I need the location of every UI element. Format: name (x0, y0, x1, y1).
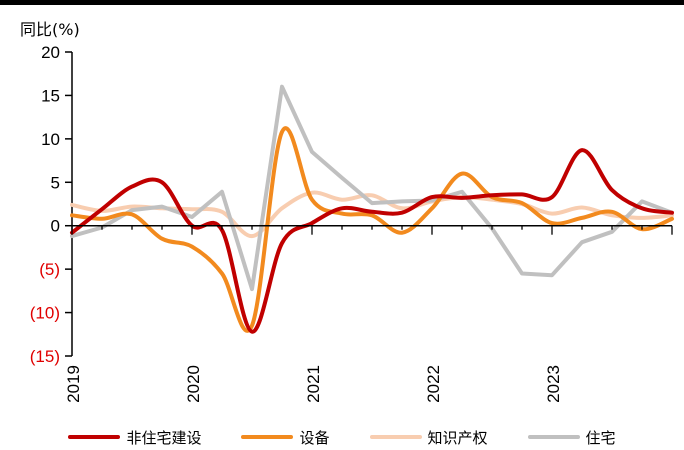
series-layer (70, 84, 674, 334)
y-tick-label: (15) (30, 347, 60, 366)
x-tick-label: 2019 (64, 365, 83, 403)
y-axis: 20 15 10 5 0 (5) (10) (15) (30, 43, 73, 366)
legend-label: 非住宅建设 (126, 428, 202, 447)
legend-item: 知识产权 (369, 427, 488, 448)
legend-swatch (369, 435, 422, 439)
legend-item: 非住宅建设 (68, 427, 201, 448)
y-tick-label: 15 (41, 86, 60, 105)
y-tick-label: 5 (51, 173, 60, 192)
y-tick-label: 10 (41, 130, 60, 149)
x-axis: 2019 2020 2021 2022 2023 (64, 224, 673, 403)
y-tick-label: (5) (39, 260, 60, 279)
legend-swatch (68, 435, 121, 439)
legend-label: 设备 (299, 428, 330, 447)
y-tick-label: (10) (30, 304, 60, 323)
y-axis-unit-label: 同比(%) (20, 20, 80, 39)
x-tick-label: 2022 (424, 365, 443, 403)
legend-swatch (241, 435, 294, 439)
series-line-1 (70, 126, 674, 333)
legend-item: 设备 (241, 427, 330, 448)
legend-label: 知识产权 (427, 428, 488, 447)
legend-swatch (527, 435, 580, 439)
legend-item: 住宅 (527, 427, 616, 448)
series-line-0 (70, 148, 674, 334)
line-chart: 20 15 10 5 0 (5) (10) (15) 2019 2020 2021 2022 2023 (30, 43, 674, 403)
legend-label: 住宅 (585, 428, 616, 447)
x-tick-label: 2023 (544, 365, 563, 403)
top-rule (0, 0, 684, 5)
y-tick-label: 20 (41, 43, 60, 62)
y-tick-label: 0 (51, 217, 60, 236)
x-tick-label: 2020 (184, 365, 203, 403)
legend: 非住宅建设 设备 知识产权 住宅 (0, 426, 684, 448)
x-tick-label: 2021 (304, 365, 323, 403)
series-line-3 (70, 84, 674, 292)
